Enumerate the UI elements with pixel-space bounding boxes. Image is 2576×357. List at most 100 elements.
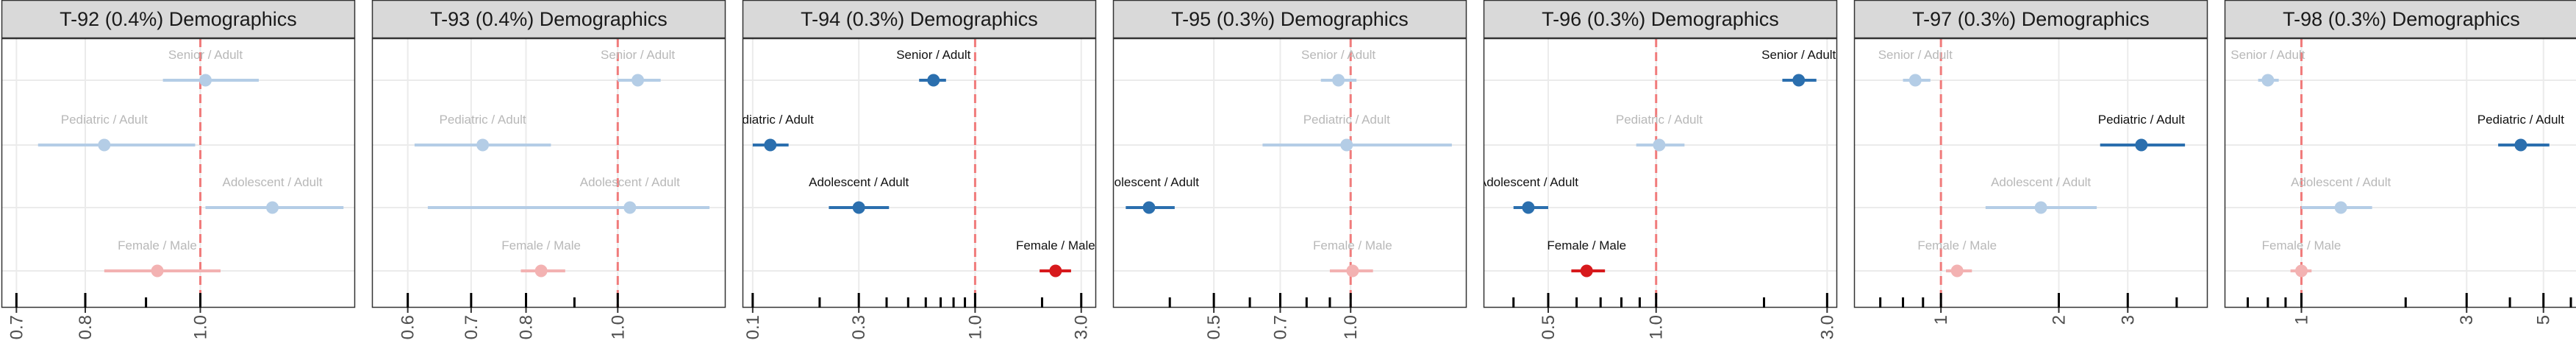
point-label: Adolescent / Adult bbox=[1991, 175, 2091, 189]
x-axis-minor-ticks bbox=[408, 293, 618, 308]
estimate-point bbox=[2514, 139, 2527, 152]
x-tick-label: 1.0 bbox=[191, 315, 211, 339]
point-label: Female / Male bbox=[1547, 238, 1626, 252]
point-label: Senior / Adult bbox=[1761, 48, 1836, 62]
x-tick-label: 0.5 bbox=[1539, 315, 1559, 339]
panel-title: T-96 (0.3%) Demographics bbox=[1542, 8, 1779, 30]
estimate-point bbox=[623, 202, 636, 214]
points: Senior / Adult Pediatric / Adult Adolescen… bbox=[2230, 48, 2564, 278]
grid bbox=[1113, 38, 1467, 308]
point-label: Pediatric / Adult bbox=[2098, 113, 2185, 127]
panel-4: T-95 (0.3%) Demographics Senior / Adult Pe… bbox=[1099, 1, 1467, 340]
point-label: Senior / Adult bbox=[1878, 48, 1953, 62]
estimate-point bbox=[1522, 202, 1534, 214]
grid bbox=[2225, 38, 2576, 308]
point-label: Pediatric / Adult bbox=[1303, 113, 1390, 127]
point-label: Pediatric / Adult bbox=[440, 113, 526, 127]
point-label: Pediatric / Adult bbox=[2477, 113, 2564, 127]
x-tick-label: 0.8 bbox=[76, 315, 96, 339]
estimate-point bbox=[2261, 74, 2274, 87]
panel-6: T-97 (0.3%) Demographics Senior / Adult Pe… bbox=[1854, 1, 2208, 325]
x-tick-label: 3.0 bbox=[1072, 315, 1092, 339]
x-axis-minor-ticks bbox=[1514, 293, 1828, 308]
point-label: Adolescent / Adult bbox=[809, 175, 909, 189]
x-tick-label: 1.0 bbox=[965, 315, 985, 339]
point-label: Pediatric / Adult bbox=[1616, 113, 1703, 127]
x-tick-label: 0.7 bbox=[7, 315, 26, 339]
estimate-point bbox=[1653, 139, 1665, 152]
points: Senior / Adult Pediatric / Adult Adolescen… bbox=[727, 48, 1095, 278]
grid bbox=[743, 38, 1096, 308]
panel-title: T-98 (0.3%) Demographics bbox=[2283, 8, 2520, 30]
estimate-point bbox=[632, 74, 644, 87]
estimate-point bbox=[199, 74, 212, 87]
point-label: Female / Male bbox=[1313, 238, 1392, 252]
estimate-point bbox=[2135, 139, 2147, 152]
estimate-point bbox=[1346, 265, 1359, 278]
points: Senior / Adult Pediatric / Adult Adolescen… bbox=[1878, 48, 2185, 278]
point-label: Female / Male bbox=[2262, 238, 2341, 252]
estimate-point bbox=[1951, 265, 1964, 278]
x-tick-label: 0.1 bbox=[743, 315, 763, 339]
x-axis-minor-ticks bbox=[753, 293, 1081, 308]
x-tick-label: 0.3 bbox=[849, 315, 869, 339]
panel-title: T-97 (0.3%) Demographics bbox=[1912, 8, 2150, 30]
grid bbox=[1, 38, 355, 308]
panel-5: T-96 (0.3%) Demographics Senior / Adult Pe… bbox=[1478, 1, 1837, 340]
point-label: Senior / Adult bbox=[2230, 48, 2305, 62]
estimate-point bbox=[1792, 74, 1805, 87]
point-label: Pediatric / Adult bbox=[727, 113, 814, 127]
panel-title: T-94 (0.3%) Demographics bbox=[801, 8, 1038, 30]
panel-1: T-92 (0.4%) Demographics Senior / Adult Pe… bbox=[1, 1, 355, 340]
point-label: Pediatric / Adult bbox=[61, 113, 148, 127]
x-tick-label: 1.0 bbox=[1341, 315, 1361, 339]
estimate-point bbox=[1142, 202, 1155, 214]
estimate-point bbox=[1909, 74, 1922, 87]
x-tick-label: 3 bbox=[2118, 315, 2138, 325]
point-label: Female / Male bbox=[1917, 238, 1997, 252]
x-tick-label: 0.7 bbox=[462, 315, 482, 339]
point-label: Senior / Adult bbox=[896, 48, 970, 62]
estimate-point bbox=[151, 265, 164, 278]
point-label: Senior / Adult bbox=[601, 48, 675, 62]
x-tick-label: 1 bbox=[2291, 315, 2311, 325]
point-label: Senior / Adult bbox=[1301, 48, 1375, 62]
estimate-point bbox=[476, 139, 489, 152]
estimate-point bbox=[266, 202, 279, 214]
estimate-point bbox=[1332, 74, 1345, 87]
panel-title: T-92 (0.4%) Demographics bbox=[60, 8, 297, 30]
estimate-point bbox=[1340, 139, 1353, 152]
panel-border bbox=[1114, 39, 1467, 308]
x-tick-label: 0.7 bbox=[1270, 315, 1290, 339]
x-tick-label: 0.5 bbox=[1204, 315, 1224, 339]
panel-title: T-93 (0.4%) Demographics bbox=[430, 8, 668, 30]
point-label: Adolescent / Adult bbox=[2291, 175, 2391, 189]
panel-3: T-94 (0.3%) Demographics Senior / Adult Pe… bbox=[727, 1, 1096, 340]
panel-7: T-98 (0.3%) Demographics Senior / Adult Pe… bbox=[2225, 1, 2576, 325]
point-label: Adolescent / Adult bbox=[1099, 175, 1199, 189]
grid bbox=[372, 38, 726, 308]
panel-title: T-95 (0.3%) Demographics bbox=[1171, 8, 1409, 30]
panel-border bbox=[373, 39, 726, 308]
x-tick-label: 0.6 bbox=[398, 315, 418, 339]
x-tick-label: 2 bbox=[2049, 315, 2069, 325]
estimate-point bbox=[98, 139, 110, 152]
x-tick-label: 3.0 bbox=[1817, 315, 1837, 339]
point-label: Adolescent / Adult bbox=[1478, 175, 1578, 189]
panel-2: T-93 (0.4%) Demographics Senior / Adult Pe… bbox=[372, 1, 726, 340]
estimate-point bbox=[535, 265, 548, 278]
grid bbox=[1854, 38, 2208, 308]
estimate-point bbox=[2035, 202, 2047, 214]
point-label: Senior / Adult bbox=[168, 48, 243, 62]
estimate-point bbox=[2295, 265, 2308, 278]
x-tick-label: 1.0 bbox=[608, 315, 628, 339]
x-axis-minor-ticks bbox=[1881, 293, 2177, 308]
point-label: Female / Male bbox=[118, 238, 197, 252]
estimate-point bbox=[927, 74, 940, 87]
x-tick-label: 1 bbox=[1931, 315, 1951, 325]
points: Senior / Adult Pediatric / Adult Adolescen… bbox=[1099, 48, 1452, 278]
x-tick-label: 0.8 bbox=[517, 315, 537, 339]
